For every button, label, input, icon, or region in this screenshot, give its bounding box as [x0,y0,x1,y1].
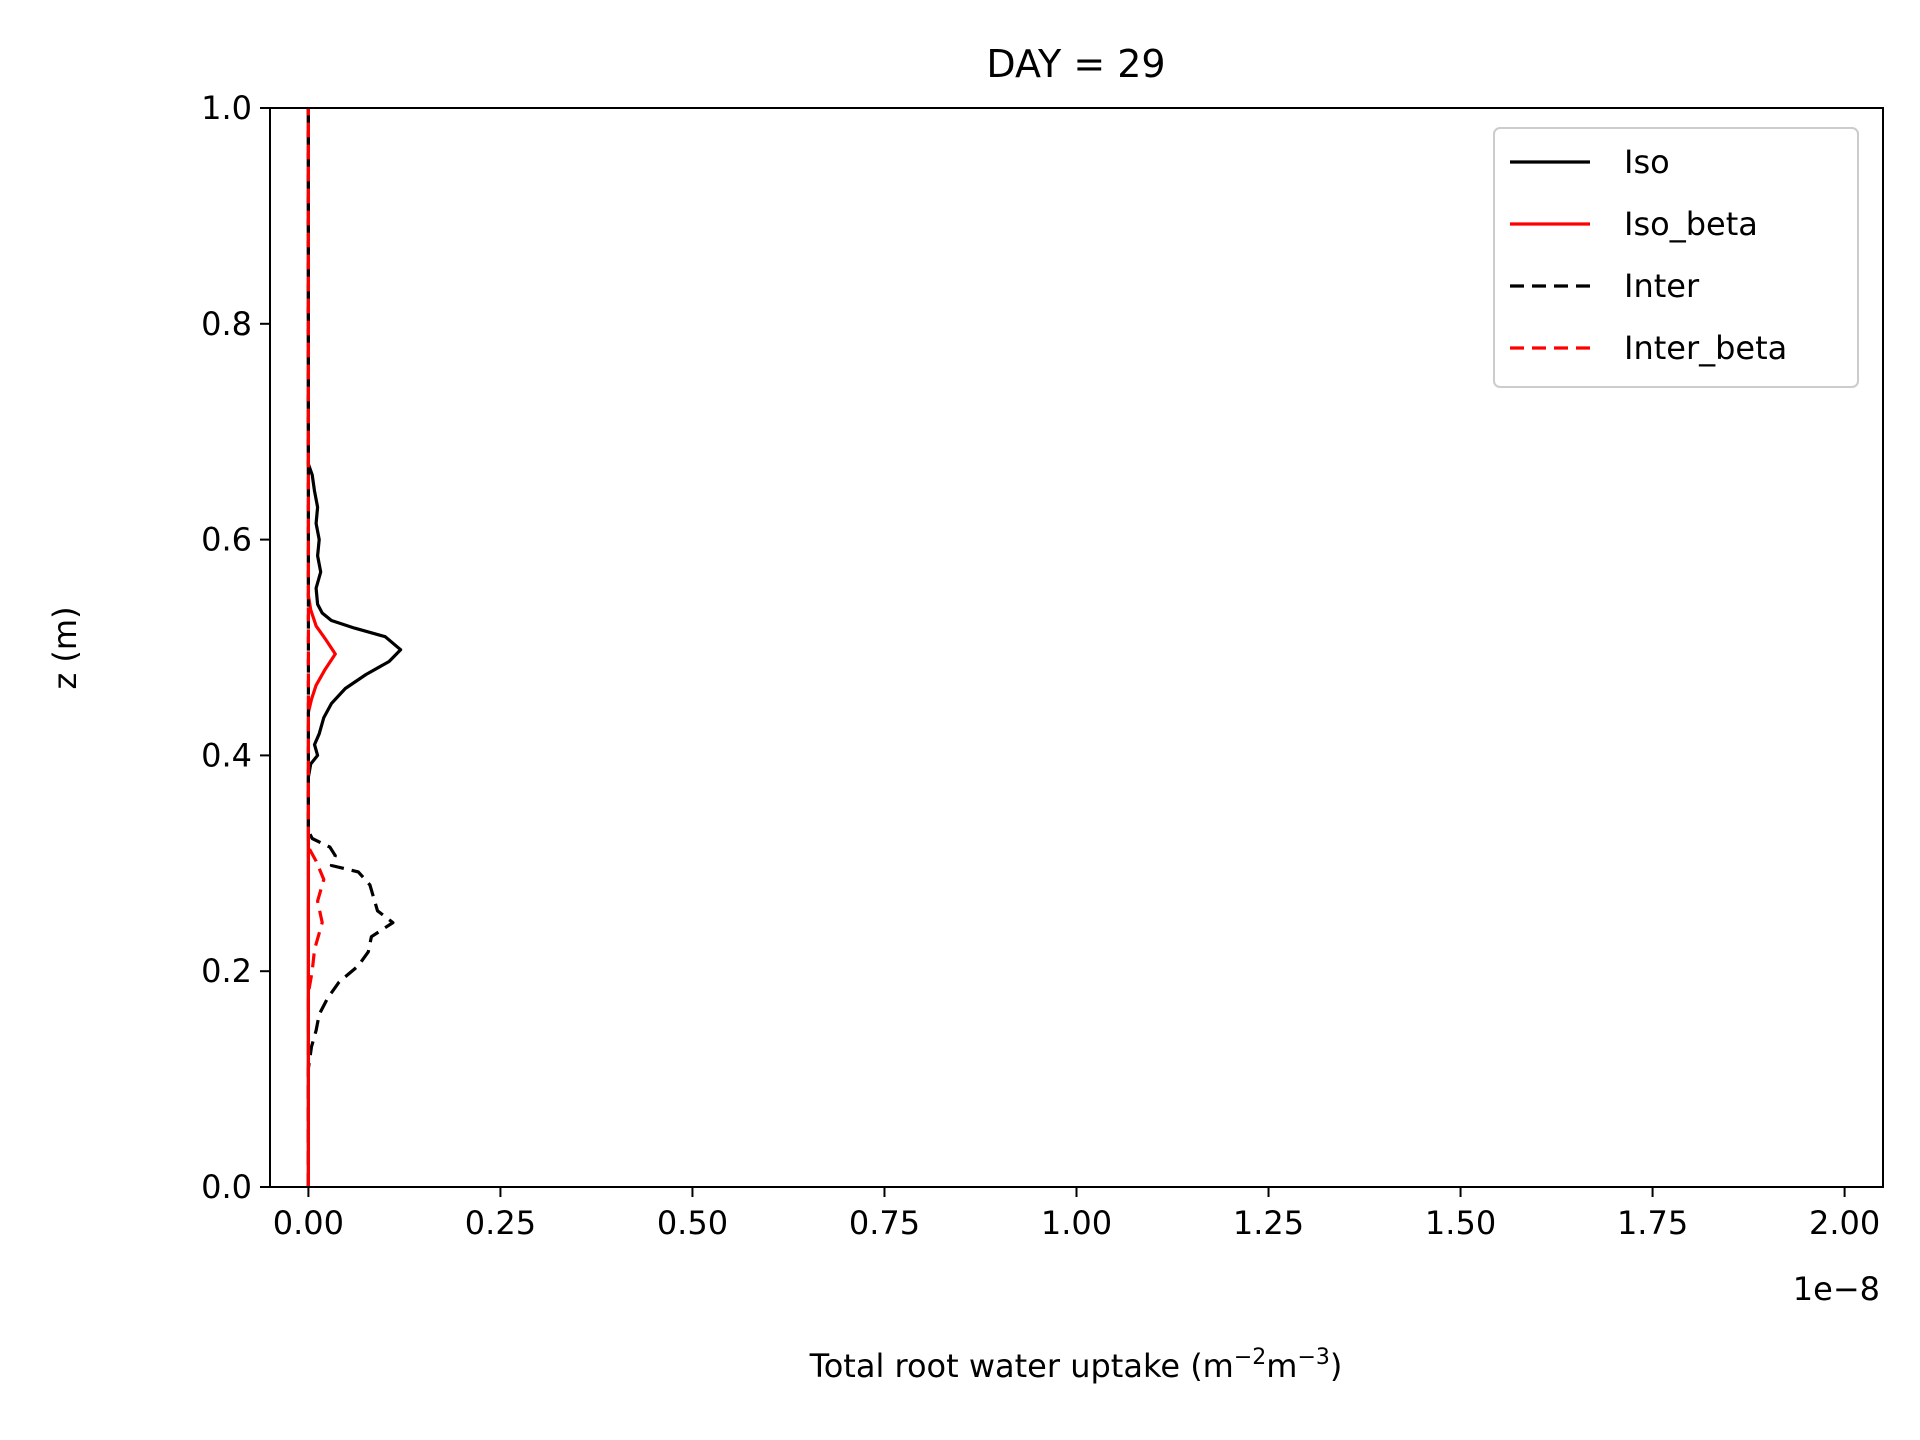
y-tick-label: 0.0 [201,1168,252,1206]
y-tick-label: 0.2 [201,952,252,990]
y-tick-label: 1.0 [201,89,252,127]
x-axis-label: Total root water uptake (m−2m−3) [809,1345,1343,1385]
y-tick-label: 0.8 [201,305,252,343]
x-tick-label: 0.25 [465,1204,536,1242]
x-axis-ticks: 0.00 0.25 0.50 0.75 1.00 1.25 1.50 1.75 2.00 [273,1187,1880,1242]
y-tick-label: 0.6 [201,521,252,559]
legend: Iso Iso_beta Inter Inter_beta [1493,127,1859,388]
series-line-iso [306,108,403,1187]
x-tick-label: 2.00 [1809,1204,1880,1242]
series-line-inter-beta [306,108,326,1187]
x-tick-label: 1.50 [1425,1204,1496,1242]
legend-items: Iso Iso_beta Inter Inter_beta [1510,143,1787,367]
legend-label: Inter [1624,267,1700,305]
legend-label: Iso_beta [1624,205,1758,243]
series-line-inter [306,108,395,1187]
x-offset-label: 1e−8 [1793,1270,1880,1308]
x-tick-label: 0.75 [849,1204,920,1242]
chart-title: DAY = 29 [986,42,1165,86]
y-axis-ticks: 0.0 0.2 0.4 0.6 0.8 1.0 [201,89,270,1206]
x-tick-label: 0.00 [273,1204,344,1242]
x-tick-label: 1.75 [1617,1204,1688,1242]
y-axis-label: z (m) [46,606,84,689]
x-tick-label: 1.25 [1233,1204,1304,1242]
legend-label: Inter_beta [1624,329,1787,367]
series-layer [306,108,403,1187]
legend-label: Iso [1624,143,1670,181]
legend-box [1493,127,1859,388]
x-tick-label: 1.00 [1041,1204,1112,1242]
y-tick-label: 0.4 [201,736,252,774]
x-tick-label: 0.50 [657,1204,728,1242]
